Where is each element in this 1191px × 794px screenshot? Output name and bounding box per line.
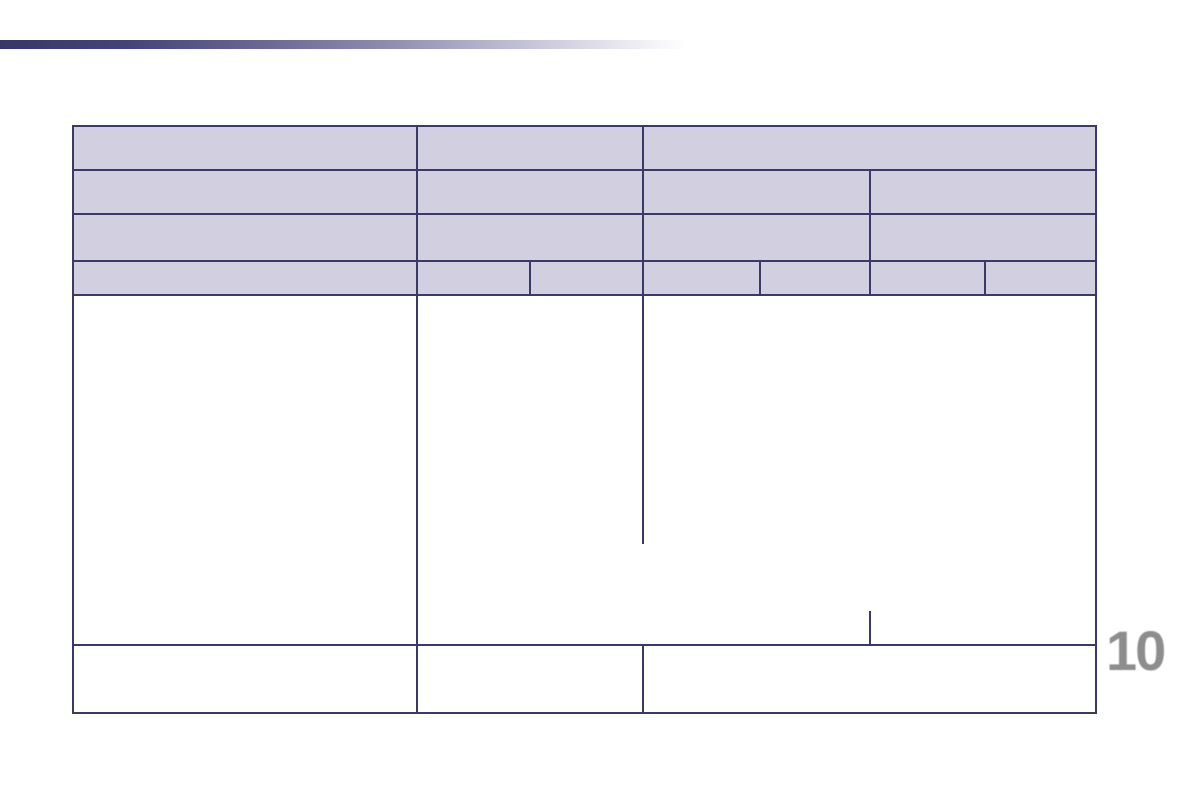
table-column-divider-segment: [642, 125, 644, 544]
table-column-divider-segment: [869, 169, 871, 296]
table-column-divider-segment: [869, 611, 871, 646]
empty-table: [72, 125, 1097, 714]
table-subcolumn-divider: [984, 260, 986, 296]
table-column-divider: [416, 125, 418, 714]
table-row-divider: [72, 644, 1097, 646]
table-row-divider: [72, 213, 1097, 215]
table-subcolumn-divider: [759, 260, 761, 296]
table-column-divider-segment: [642, 644, 644, 714]
table-row-divider: [72, 260, 1097, 262]
table-subcolumn-divider: [529, 260, 531, 296]
table-row-divider: [72, 169, 1097, 171]
table-row-divider: [72, 294, 1097, 296]
gradient-accent-bar: [0, 40, 700, 49]
table-outer-border: [72, 125, 1097, 714]
page-number: 10: [1106, 619, 1166, 682]
table-header-band: [72, 125, 1097, 295]
